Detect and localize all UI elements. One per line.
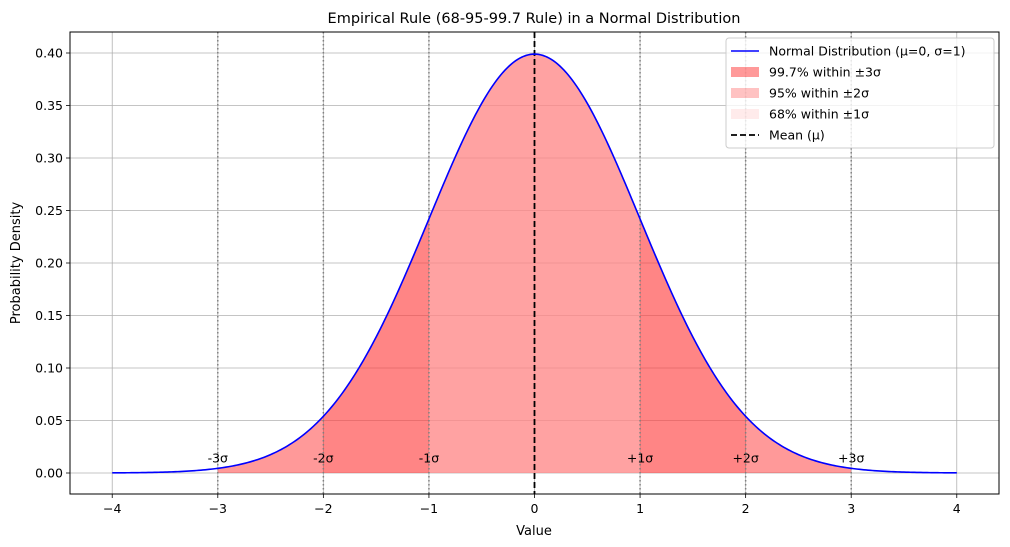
x-tick-label-1: −3 [209,501,227,516]
sigma-label-2: -1σ [419,451,439,466]
legend-label-3: 68% within ±1σ [769,107,869,122]
y-axis-ticks: 0.00 0.05 0.10 0.15 0.20 0.25 0.30 0.35 0.40 [35,46,70,481]
x-tick-label-6: 2 [742,501,750,516]
legend-swatch-3 [731,109,759,119]
x-tick-label-5: 1 [636,501,644,516]
sigma-labels: -3σ -2σ -1σ +1σ +2σ +3σ [208,451,865,466]
curve-layer [112,53,957,474]
y-tick-label-0: 0.00 [35,466,63,481]
legend-label-4: Mean (μ) [769,128,825,143]
shaded-region-0 [217,54,852,474]
x-tick-label-8: 4 [953,501,961,516]
y-axis-label: Probability Density [9,202,24,325]
y-tick-label-7: 0.35 [35,98,63,113]
x-tick-label-3: −1 [420,501,438,516]
x-axis-label: Value [516,524,552,539]
sigma-label-5: +3σ [838,451,864,466]
y-tick-label-4: 0.20 [35,256,63,271]
legend-label-0: Normal Distribution (μ=0, σ=1) [769,44,966,59]
x-tick-label-7: 3 [847,501,855,516]
legend-swatch-1 [731,67,759,77]
legend-box [725,37,995,149]
sigma-label-0: -3σ [208,451,228,466]
y-tick-label-1: 0.05 [35,413,63,428]
sigma-label-3: +1σ [627,451,653,466]
x-axis-ticks: −4 −3 −2 −1 0 1 2 3 4 [103,494,961,516]
y-tick-label-6: 0.30 [35,151,63,166]
sigma-label-1: -2σ [313,451,333,466]
x-tick-label-0: −4 [103,501,121,516]
legend-label-2: 95% within ±2σ [769,86,869,101]
y-tick-label-8: 0.40 [35,46,63,61]
y-tick-label-5: 0.25 [35,203,63,218]
y-tick-label-2: 0.10 [35,361,63,376]
legend-label-1: 99.7% within ±3σ [769,65,881,80]
chart-title: Empirical Rule (68-95-99.7 Rule) in a No… [328,11,741,27]
shaded-region-2 [428,54,641,474]
x-tick-label-2: −2 [314,501,332,516]
y-tick-label-3: 0.15 [35,308,63,323]
x-tick-label-4: 0 [531,501,539,516]
legend: Normal Distribution (μ=0, σ=1) 99.7% with… [725,37,995,149]
sigma-label-4: +2σ [732,451,758,466]
normal-curve-line [112,53,957,474]
legend-swatch-2 [731,88,759,98]
